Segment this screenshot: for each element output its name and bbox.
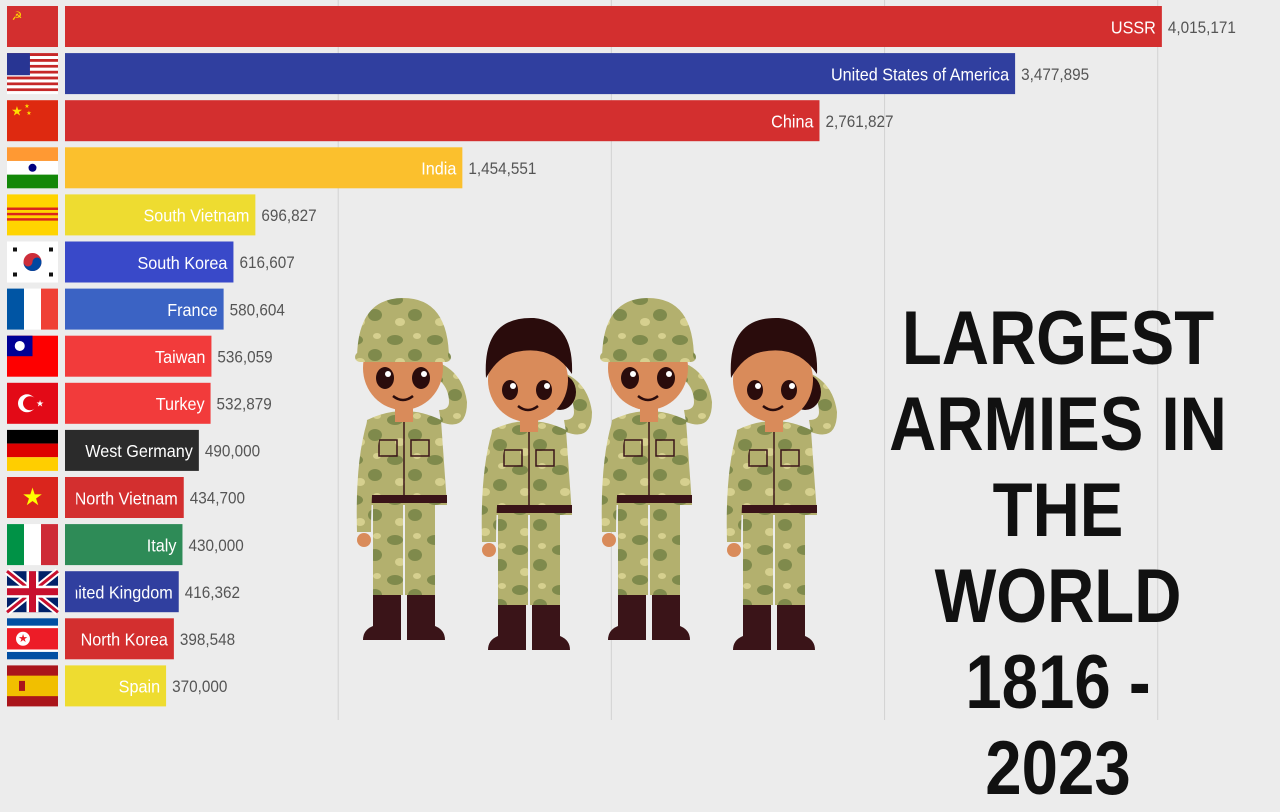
category-label: West Germany	[85, 441, 193, 461]
soldier-figure	[725, 316, 839, 652]
svg-text:★: ★	[22, 484, 44, 511]
bar	[65, 194, 256, 236]
flag-india-icon	[7, 147, 58, 189]
category-label: United Kingdom	[58, 583, 173, 603]
value-label: 370,000	[172, 677, 227, 696]
bar	[65, 288, 224, 330]
bar	[65, 618, 174, 660]
soldier-figure	[353, 296, 469, 642]
value-label: 490,000	[205, 442, 260, 461]
bar	[65, 665, 167, 707]
title-line: ARMIES IN	[889, 382, 1227, 467]
bar	[65, 477, 184, 518]
category-label: India	[421, 159, 457, 179]
category-label: North Vietnam	[75, 489, 178, 509]
svg-text:★: ★	[11, 104, 23, 119]
category-label: United States of America	[831, 65, 1010, 85]
saluting-soldiers-illustration	[353, 296, 839, 652]
category-label: Turkey	[156, 394, 205, 414]
value-label: 3,477,895	[1021, 65, 1089, 84]
flag-north-korea-icon: ★	[7, 618, 58, 660]
value-label: 696,827	[261, 206, 316, 225]
category-label: France	[167, 300, 217, 320]
title-line: 1816 - 2023	[965, 640, 1151, 811]
value-label: 430,000	[188, 536, 243, 555]
page-title: LARGEST ARMIES IN THE WORLD 1816 - 2023	[886, 296, 1230, 812]
value-label: 416,362	[185, 583, 240, 602]
value-label: 434,700	[190, 489, 245, 508]
flag-south-vietnam-icon	[7, 194, 58, 236]
bar-chart: ☭ USSR 4,015,171 United States of America 3,…	[4, 0, 1236, 720]
value-label: 580,604	[230, 301, 285, 320]
category-label: Taiwan	[155, 347, 205, 367]
value-label: 1,454,551	[468, 159, 536, 178]
value-label: 398,548	[180, 630, 235, 649]
bar	[65, 382, 211, 424]
flag-china-icon: ★ ★★	[7, 100, 58, 142]
flag-taiwan-icon	[7, 335, 58, 377]
svg-text:☭: ☭	[12, 9, 23, 23]
title-line: LARGEST	[901, 296, 1215, 381]
category-label: Spain	[119, 677, 160, 697]
value-label: 532,879	[217, 395, 272, 414]
flag-turkey-icon: ★	[7, 382, 58, 424]
value-label: 536,059	[217, 348, 272, 367]
flag-spain-icon	[7, 665, 58, 707]
category-label: Italy	[147, 536, 177, 556]
svg-text:★: ★	[24, 103, 29, 110]
category-label: China	[771, 112, 814, 132]
soldier-figure	[598, 296, 714, 642]
flag-italy-icon	[7, 524, 58, 566]
thumbnail-canvas: ☭ USSR 4,015,171 United States of America 3,…	[4, 0, 1236, 811]
svg-text:★: ★	[18, 633, 28, 645]
title-line: THE WORLD	[934, 468, 1182, 639]
category-label: North Korea	[81, 630, 169, 650]
bar	[65, 241, 234, 283]
value-label: 616,607	[239, 254, 294, 273]
flag-usa-icon	[7, 53, 58, 95]
bar	[65, 147, 463, 189]
bar	[65, 6, 1162, 47]
flag-united-kingdom-icon	[4, 568, 61, 615]
svg-text:★: ★	[36, 398, 44, 408]
category-label: South Vietnam	[143, 206, 249, 226]
flag-south-korea-icon	[7, 241, 58, 283]
value-label: 2,761,827	[825, 112, 893, 131]
bar	[65, 524, 183, 566]
bar	[65, 53, 1016, 95]
category-label: South Korea	[137, 253, 227, 273]
bar	[65, 429, 199, 471]
soldier-figure	[480, 316, 594, 652]
flag-ussr-icon: ☭	[7, 6, 58, 47]
flag-france-icon	[7, 288, 58, 330]
value-label: 4,015,171	[1168, 18, 1236, 37]
flag-west-germany-icon	[7, 429, 58, 471]
svg-text:★: ★	[26, 110, 31, 117]
flag-north-vietnam-icon: ★	[7, 477, 58, 518]
bar	[65, 335, 212, 377]
bar	[65, 100, 820, 142]
bar	[65, 571, 179, 613]
category-label: USSR	[1111, 18, 1156, 38]
